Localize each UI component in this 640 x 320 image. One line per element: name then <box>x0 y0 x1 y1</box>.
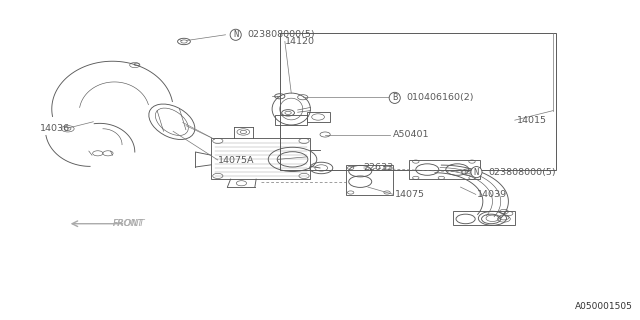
Text: N: N <box>474 168 479 177</box>
Text: 22633: 22633 <box>364 164 394 172</box>
Text: 023808000(5): 023808000(5) <box>247 30 315 39</box>
Text: 14039: 14039 <box>477 190 508 199</box>
Text: 14036: 14036 <box>40 124 70 132</box>
Text: N: N <box>233 30 238 39</box>
Text: 14075A: 14075A <box>218 156 254 164</box>
Text: 14120: 14120 <box>285 37 315 46</box>
Text: 010406160(2): 010406160(2) <box>406 93 474 102</box>
Text: A050001505: A050001505 <box>575 302 633 311</box>
Text: 023808000(5): 023808000(5) <box>488 168 556 177</box>
Text: B: B <box>392 93 397 102</box>
Text: FRONT: FRONT <box>113 219 143 228</box>
Text: A50401: A50401 <box>393 130 429 139</box>
Text: 14075: 14075 <box>395 190 425 199</box>
Text: 14015: 14015 <box>516 116 547 125</box>
Text: FRONT: FRONT <box>113 219 145 228</box>
